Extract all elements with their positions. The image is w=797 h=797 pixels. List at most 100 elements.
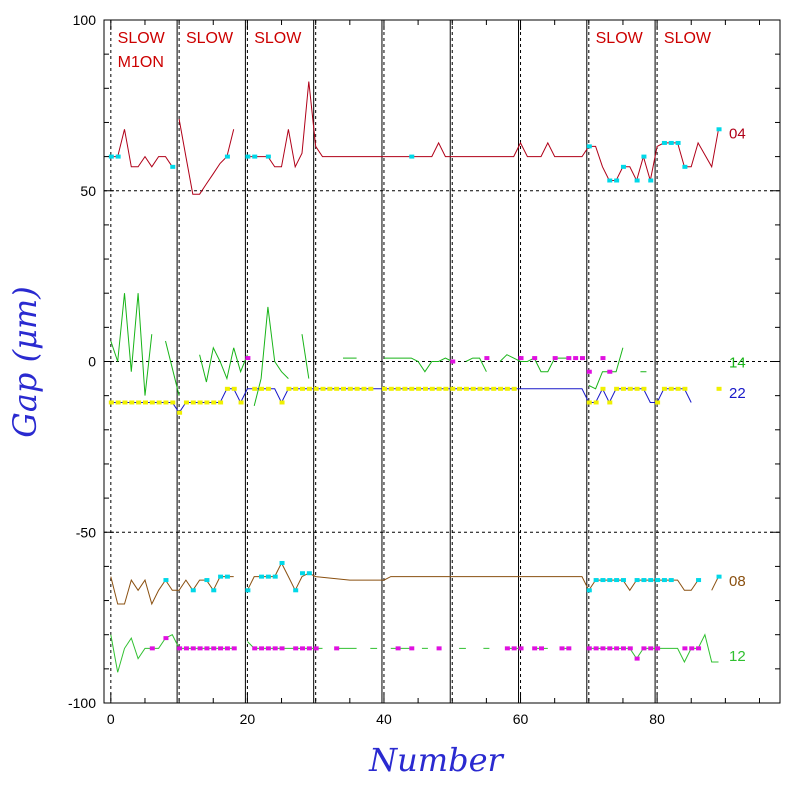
series-22-marker [607, 400, 613, 405]
series-04-marker [668, 140, 674, 145]
series-22-marker [129, 400, 135, 405]
series-22-marker [668, 386, 674, 391]
y-tick-label: 50 [80, 183, 96, 199]
series-22-marker [265, 386, 271, 391]
series-22-marker [122, 400, 128, 405]
series-14-marker [532, 356, 538, 361]
series-08-marker [190, 588, 196, 593]
series-12-marker [586, 646, 592, 651]
annotations: SLOW M1ON SLOW SLOW SLOW SLOW [118, 30, 712, 71]
series-22-marker [504, 386, 510, 391]
series-12-marker [532, 646, 538, 651]
y-tick-label: -50 [76, 524, 96, 540]
series-22-marker [149, 400, 155, 405]
series-label-04: 04 [729, 126, 746, 143]
series-04-marker [661, 140, 667, 145]
series-22-marker [354, 386, 360, 391]
series-22-marker [252, 386, 258, 391]
series-22-marker [484, 386, 490, 391]
series-22-marker [286, 386, 292, 391]
series-12-marker [204, 646, 210, 651]
series-labels: 04 14 22 08 12 [729, 126, 746, 665]
series-22-marker [614, 386, 620, 391]
series-22-marker [395, 386, 401, 391]
series-04-marker [620, 164, 626, 169]
series-04-marker [716, 127, 722, 132]
series-12-marker [696, 646, 702, 651]
series-08-marker [607, 578, 613, 583]
series-14-line [465, 357, 487, 372]
series-22-marker [334, 386, 340, 391]
series-12-marker [539, 646, 545, 651]
series-04-marker [252, 154, 258, 159]
series-12-marker [614, 646, 620, 651]
series-04-marker [682, 164, 688, 169]
annotation-label: SLOW [254, 30, 302, 47]
series-14-marker [579, 356, 585, 361]
series-12-marker [620, 646, 626, 651]
series-08-marker [716, 574, 722, 579]
series-22-marker [627, 386, 633, 391]
series-22-marker [183, 400, 189, 405]
series-22-marker [279, 400, 285, 405]
series-22-marker [142, 400, 148, 405]
series-12-marker [682, 646, 688, 651]
series-22-marker [259, 386, 265, 391]
series-22-marker [170, 400, 176, 405]
annotation-label: SLOW [118, 30, 166, 47]
annotation-label: SLOW [664, 30, 712, 47]
series-14-line [384, 357, 453, 373]
series-22-marker [115, 400, 121, 405]
series-08-marker [265, 574, 271, 579]
series-22-marker [211, 400, 217, 405]
x-tick-label: 0 [107, 711, 115, 727]
series-12-marker [190, 646, 196, 651]
series-04-marker [108, 154, 114, 159]
series-12-marker [197, 646, 203, 651]
series-22-marker [190, 400, 196, 405]
series-22-marker [163, 400, 169, 405]
series-22-marker [450, 386, 456, 391]
series-08-marker [641, 578, 647, 583]
series-22-marker [498, 386, 504, 391]
series-14-line [199, 346, 248, 383]
series-08-marker [293, 588, 299, 593]
series-12-marker [231, 646, 237, 651]
series-22-marker [300, 386, 306, 391]
series-22-marker [156, 400, 162, 405]
series-12-marker [648, 646, 654, 651]
series-04-marker [675, 140, 681, 145]
series-22-marker [388, 386, 394, 391]
series-lines [110, 81, 719, 673]
series-22-marker [443, 386, 449, 391]
series-12-marker [634, 656, 640, 661]
series-12-marker [689, 646, 695, 651]
series-22-marker [477, 386, 483, 391]
series-08-marker [696, 578, 702, 583]
series-label-22: 22 [729, 385, 746, 402]
x-tick-label: 60 [513, 711, 529, 727]
series-22-marker [218, 400, 224, 405]
series-22-marker [327, 386, 333, 391]
axis-ticks: 0 20 40 60 80 100 50 0 -50 -100 [68, 12, 780, 727]
series-08-marker [259, 574, 265, 579]
data-markers [108, 127, 722, 661]
series-04-marker [409, 154, 415, 159]
series-12-marker [607, 646, 613, 651]
series-08-marker [648, 578, 654, 583]
series-12-marker [149, 646, 155, 651]
series-08-marker [300, 571, 306, 576]
series-22-marker [368, 386, 374, 391]
series-08-marker [620, 578, 626, 583]
series-08-marker [655, 578, 661, 583]
series-22-marker [586, 400, 592, 405]
series-22-marker [436, 386, 442, 391]
series-22-marker [641, 386, 647, 391]
series-12-marker [306, 646, 312, 651]
series-12-marker [272, 646, 278, 651]
series-12-marker [265, 646, 271, 651]
series-22-marker [306, 386, 312, 391]
series-08-marker [600, 578, 606, 583]
series-14-marker [566, 356, 572, 361]
